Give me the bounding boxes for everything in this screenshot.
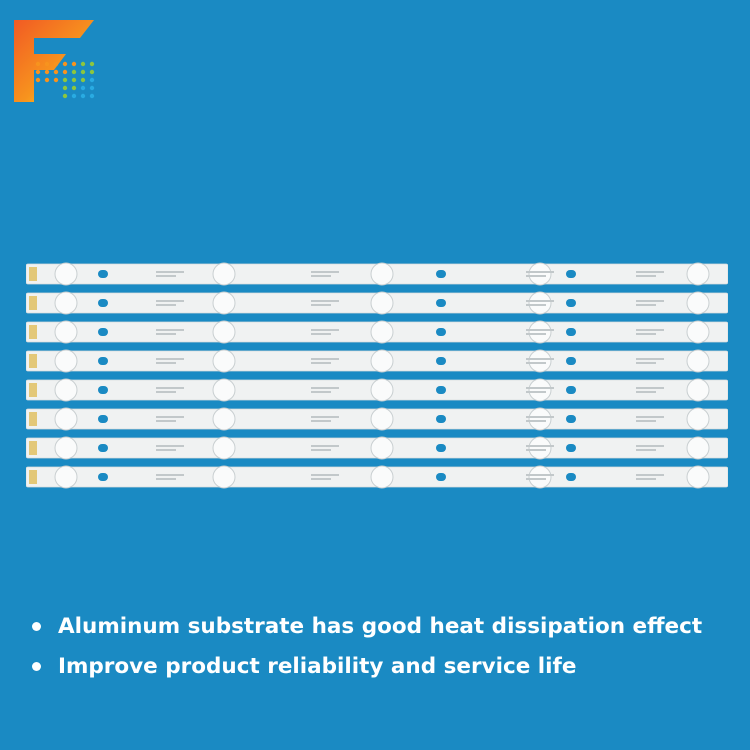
logo-dot [71,77,77,83]
bullet-icon [32,661,41,671]
led-lens [54,349,78,373]
logo-dot [71,61,77,67]
led-strip [26,465,728,489]
led-lens [528,407,552,431]
led-strip [26,262,728,286]
led-strip [26,436,728,460]
led-lens [370,465,394,489]
led-lens [54,436,78,460]
logo-dot [44,77,50,83]
led-lens [212,291,236,315]
led-strip [26,291,728,315]
led-strip [26,378,728,402]
led-lens [54,378,78,402]
logo-dot [44,61,50,67]
led-lens [528,349,552,373]
led-lens [370,349,394,373]
led-lens [54,407,78,431]
led-lens [212,262,236,286]
led-lens [212,407,236,431]
logo-dot [71,93,77,99]
led-lens [686,320,710,344]
feature-text: Improve product reliability and service … [58,653,577,679]
logo-dot [35,77,41,83]
led-lens [212,349,236,373]
led-lens [528,320,552,344]
led-lens [686,291,710,315]
brand-logo [14,20,95,102]
logo-dot [80,93,86,99]
led-lens [54,465,78,489]
feature-text: Aluminum substrate has good heat dissipa… [58,613,703,639]
led-strip [26,349,728,373]
led-lens [54,291,78,315]
feature-item: Improve product reliability and service … [32,646,732,686]
logo-dot [44,69,50,75]
bullet-icon [32,621,41,631]
logo-dot [53,61,59,67]
feature-list: Aluminum substrate has good heat dissipa… [32,606,732,686]
logo-dot [53,77,59,83]
led-lens [212,378,236,402]
led-lens [370,378,394,402]
led-lens [686,262,710,286]
led-lens [370,407,394,431]
logo-dot [89,69,95,75]
logo-dot [35,61,41,67]
led-lens [528,436,552,460]
led-lens [528,262,552,286]
led-lens [686,436,710,460]
logo-dot [53,69,59,75]
led-lens [212,465,236,489]
led-lens [212,436,236,460]
led-lens [54,320,78,344]
led-strip [26,320,728,344]
led-lens [686,378,710,402]
led-strips-image [26,262,728,489]
logo-dot [71,85,77,91]
led-lens [370,436,394,460]
logo-dot [62,69,68,75]
led-lens [528,378,552,402]
led-lens [686,349,710,373]
led-lens [212,320,236,344]
logo-dot [80,85,86,91]
led-lens [370,262,394,286]
led-lens [686,465,710,489]
logo-dot [89,85,95,91]
led-lens [370,291,394,315]
logo-dot [89,77,95,83]
logo-dot [80,69,86,75]
logo-dot [62,85,68,91]
led-lens [528,465,552,489]
logo-dot [71,69,77,75]
led-strip [26,407,728,431]
led-lens [528,291,552,315]
logo-dot [62,93,68,99]
logo-dot [80,77,86,83]
logo-dot [89,93,95,99]
logo-dot [62,77,68,83]
logo-dot [62,61,68,67]
led-lens [686,407,710,431]
feature-item: Aluminum substrate has good heat dissipa… [32,606,732,646]
led-lens [54,262,78,286]
logo-dot [80,61,86,67]
logo-dot-pattern [35,61,95,99]
logo-dot [35,69,41,75]
led-lens [370,320,394,344]
logo-dot [89,61,95,67]
